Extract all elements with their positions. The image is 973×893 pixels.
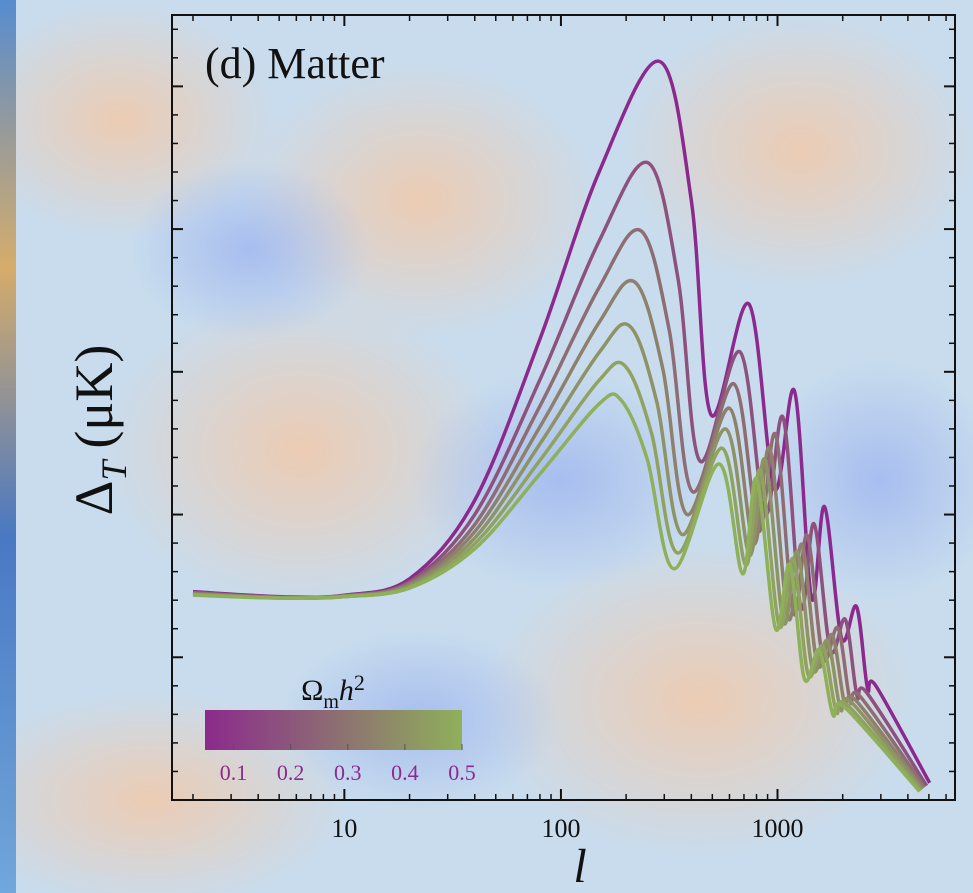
y-axis-label: ΔT (μK) (64, 345, 134, 516)
series-line (192, 59, 932, 784)
y-axis-label-symbol: Δ (64, 481, 124, 516)
colorbar-title-base: Ω (301, 674, 323, 707)
colorbar-tick-label: 0.1 (220, 760, 248, 785)
colorbar-tick-label: 0.4 (391, 760, 419, 785)
colorbar-title-sub: m (323, 691, 339, 713)
colorbar-gradient (205, 710, 462, 750)
x-tick-label: 100 (541, 814, 580, 843)
colorbar: Ωmh2 0.1 0.2 0.3 0.4 0.5 (205, 670, 476, 785)
colorbar-title-sup: 2 (354, 670, 365, 695)
chart-title: (d) Matter (205, 39, 385, 88)
colorbar-tick-label: 0.5 (448, 760, 476, 785)
x-tick-label: 1000 (752, 814, 804, 843)
colorbar-title-var: h (339, 674, 354, 707)
plot-frame (171, 14, 956, 801)
y-axis-label-unit: (μK) (64, 345, 124, 449)
series-line (192, 160, 929, 787)
x-tick-label: 10 (331, 814, 357, 843)
series-line (192, 392, 921, 793)
x-axis-label: l (573, 840, 586, 893)
colorbar-title: Ωmh2 (301, 670, 365, 713)
y-axis-label-sub: T (94, 458, 134, 481)
series-line (192, 360, 922, 792)
colorbar-tick-label: 0.2 (277, 760, 305, 785)
colorbar-tick-label: 0.3 (334, 760, 362, 785)
